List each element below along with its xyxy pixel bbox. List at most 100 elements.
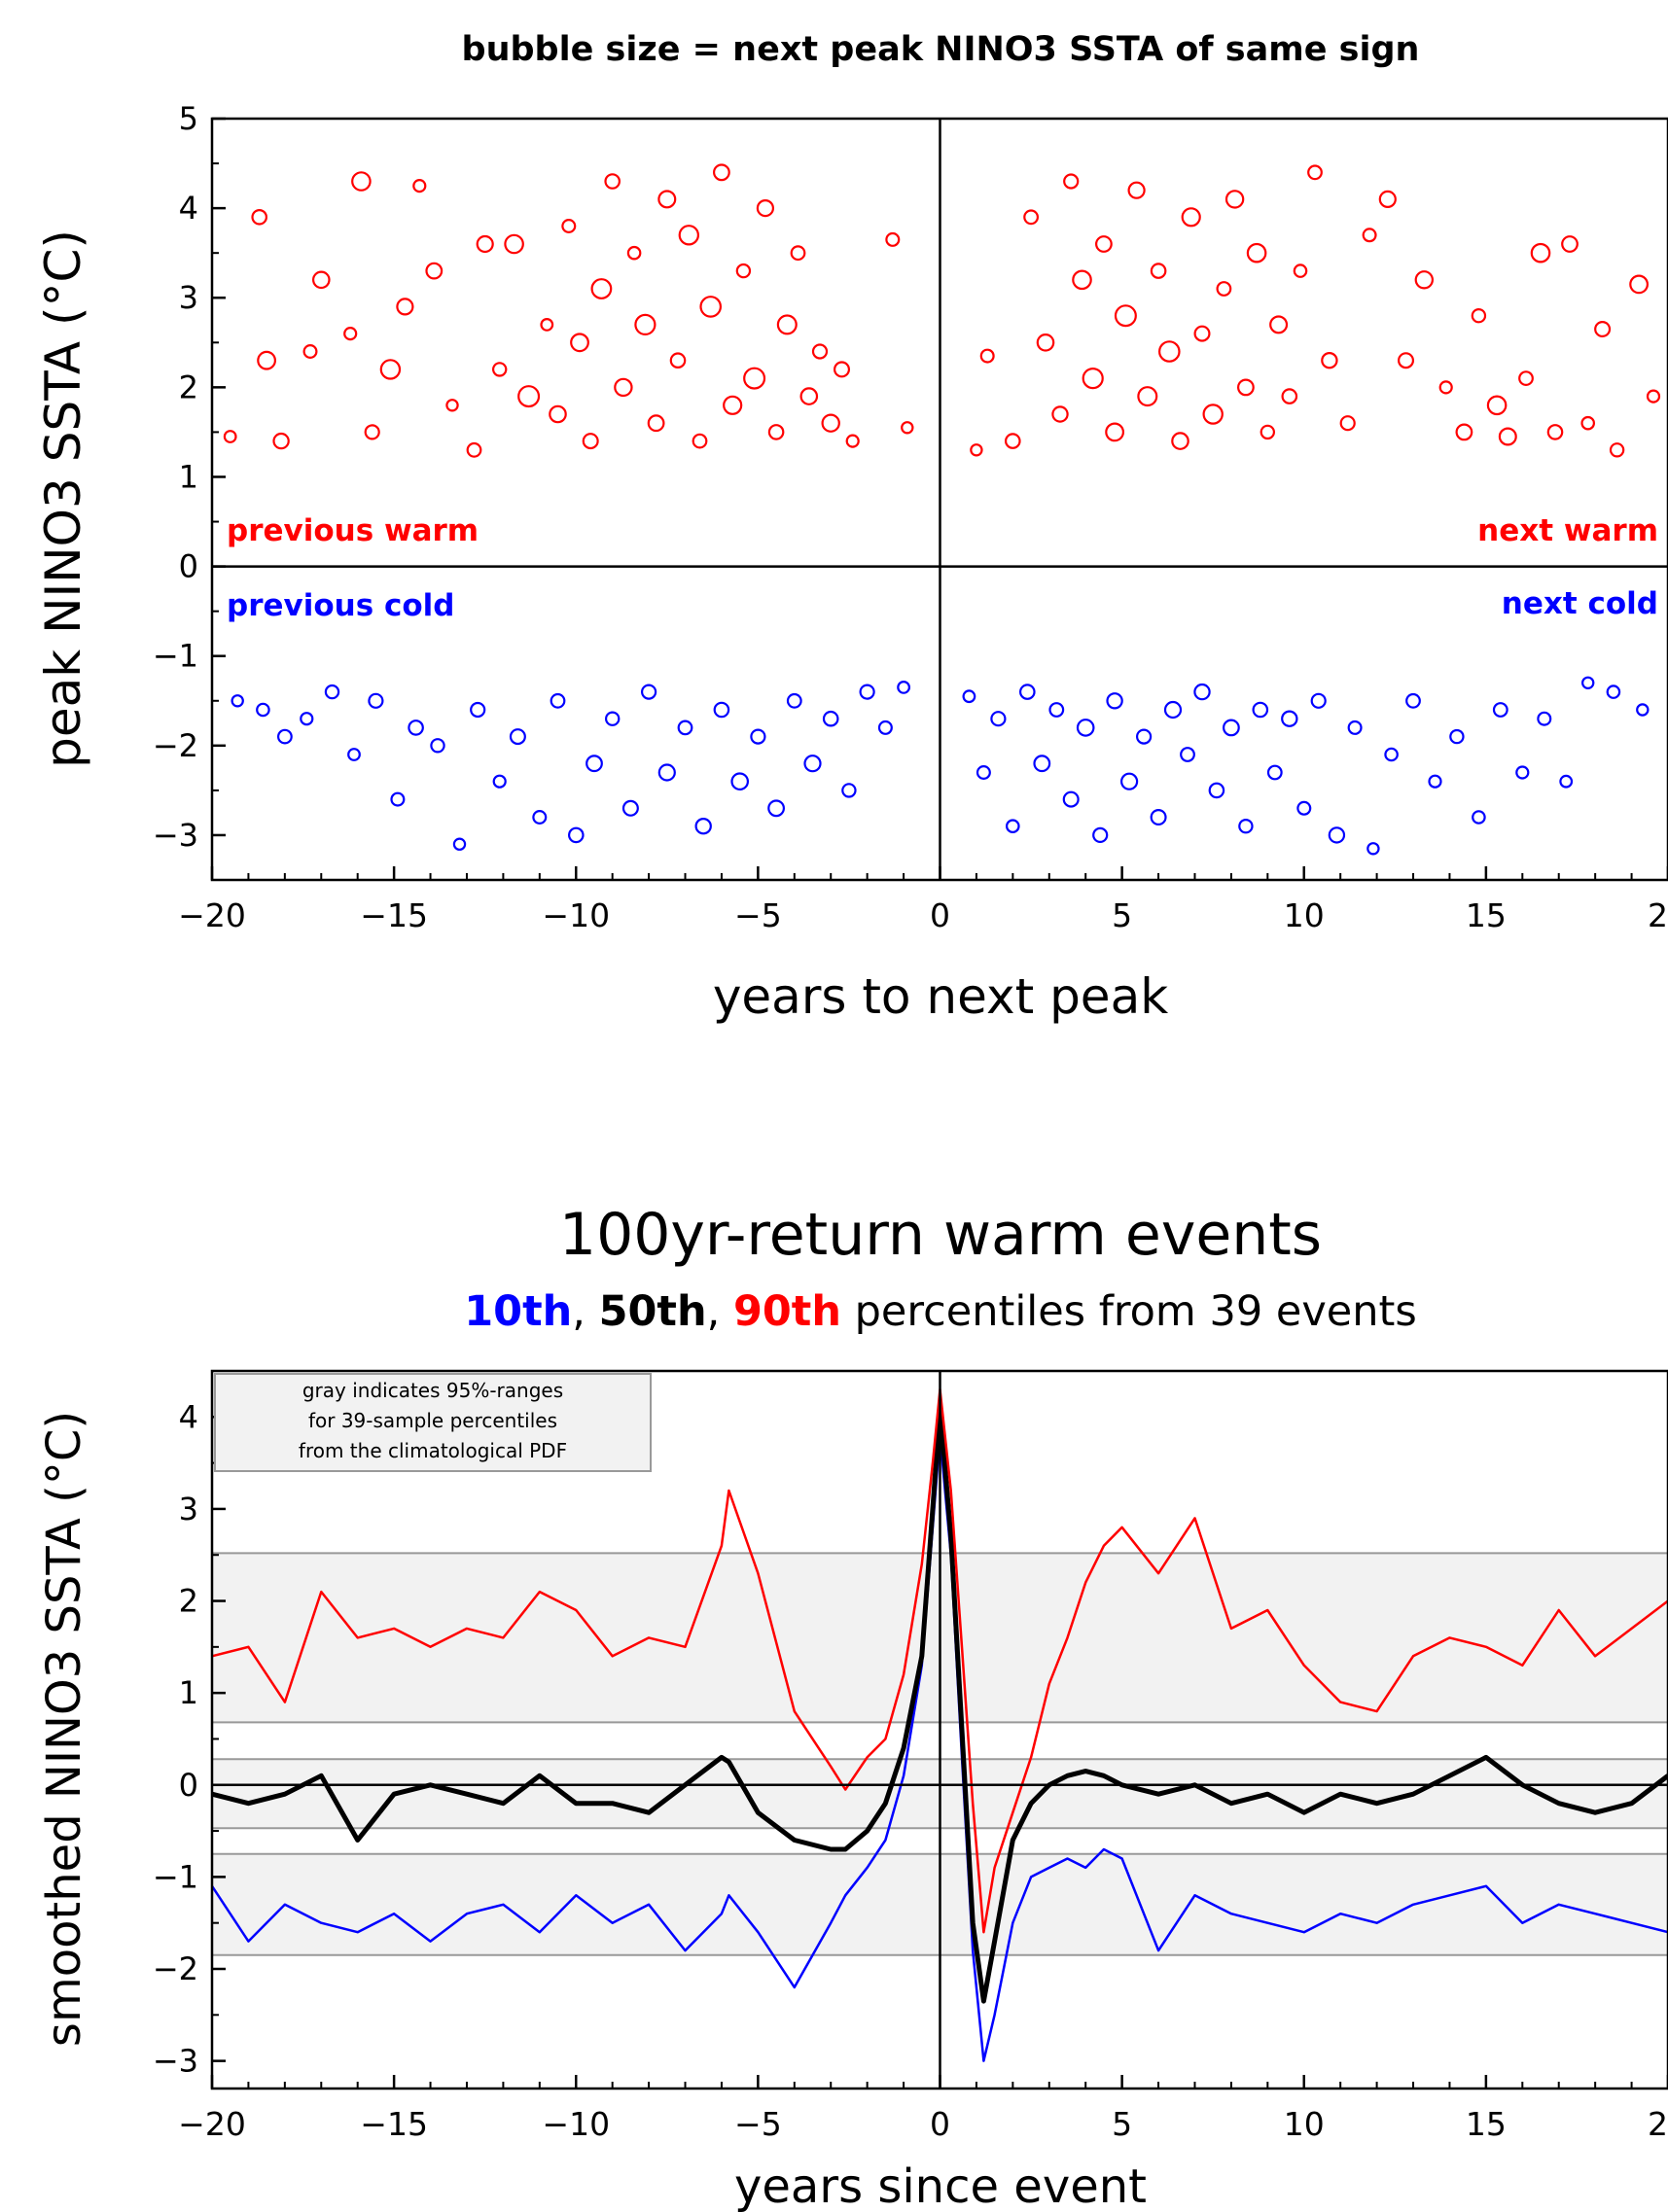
bubble-y-axis: −3 −2 −1 0 1 2 3 4 5	[153, 100, 226, 854]
bubble-point	[1530, 242, 1551, 263]
bubble-point	[445, 399, 459, 412]
line-y-tick-label: 1	[179, 1674, 198, 1711]
line-y-tick-label: −1	[153, 1858, 198, 1895]
bubble-point	[1296, 800, 1312, 816]
bubble-point	[1266, 764, 1283, 781]
bubble-point	[897, 681, 910, 694]
bubble-point	[1137, 386, 1158, 407]
bubble-point	[1580, 676, 1595, 690]
bubble-point	[549, 404, 567, 424]
subtitle-part: 10th	[464, 1287, 572, 1336]
bubble-x-tick-label: 0	[930, 896, 950, 934]
bubble-point	[1580, 415, 1595, 431]
bubble-point	[605, 711, 621, 726]
bubble-point	[1269, 315, 1289, 334]
bubble-point	[567, 826, 585, 844]
bubble-point	[476, 234, 494, 254]
bubble-point	[1378, 190, 1397, 208]
bubble-point	[1158, 340, 1181, 363]
line-y-tick-label: 3	[179, 1491, 198, 1527]
bubble-point	[1092, 826, 1109, 844]
bubble-point	[1310, 692, 1327, 709]
bubble-point	[466, 441, 482, 458]
bubble-point	[1428, 774, 1442, 789]
bubble-point	[976, 764, 991, 780]
line-chart-title: 100yr-return warm events	[559, 1201, 1322, 1269]
bubble-point	[713, 163, 730, 182]
bubble-point	[1105, 422, 1124, 442]
bubble-point	[730, 772, 749, 790]
bubble-point	[1281, 710, 1298, 727]
bubble-point	[1181, 207, 1201, 228]
bubble-point	[390, 791, 406, 807]
bubble-y-tick-label: 0	[179, 548, 198, 585]
bubble-point	[841, 783, 857, 798]
bubble-point	[1636, 703, 1650, 717]
bubble-point	[723, 395, 743, 415]
bubble-point	[1339, 415, 1356, 432]
bubble-point	[1518, 370, 1534, 387]
bubble-point	[634, 313, 657, 335]
bubble-point	[311, 270, 331, 290]
bubble-point	[990, 711, 1007, 727]
bubble-point	[799, 387, 819, 405]
bubble-point	[1063, 173, 1080, 190]
bubble-point	[302, 344, 318, 360]
bubble-point	[1559, 774, 1574, 789]
bubble-point	[614, 377, 633, 398]
bubble-point	[561, 219, 577, 234]
bubble-point	[1438, 380, 1453, 395]
bubble-point	[1119, 772, 1139, 790]
bubble-point	[586, 755, 603, 773]
subtitle-part: 90th	[733, 1287, 841, 1336]
bubble-panel: bubble size = next peak NINO3 SSTA of sa…	[35, 30, 1668, 1025]
subtitle-part: ,	[707, 1287, 733, 1336]
bubble-point	[1023, 209, 1039, 226]
bubble-point	[517, 385, 541, 408]
bubble-point	[1646, 389, 1661, 404]
bubble-y-tick-label: −1	[153, 638, 198, 675]
bubble-point	[1036, 333, 1055, 352]
bubble-point	[379, 359, 402, 380]
bubble-point	[1180, 747, 1195, 762]
bubble-point	[251, 209, 267, 226]
bubble-point	[492, 774, 507, 789]
line-y-tick-label: −2	[153, 1950, 198, 1987]
bubble-point	[425, 262, 444, 280]
bubble-point	[1094, 235, 1113, 253]
bubble-point	[1236, 378, 1255, 397]
line-x-tick-label: 10	[1284, 2105, 1325, 2143]
bubble-point	[1224, 190, 1245, 209]
bubble-point	[1048, 702, 1065, 718]
bubble-point	[1076, 719, 1095, 737]
bubble-point	[1193, 683, 1211, 701]
subtitle-part: 50th	[599, 1287, 707, 1336]
bubble-point	[1362, 228, 1377, 243]
bubble-point	[1594, 321, 1612, 338]
bubble-point	[1246, 242, 1267, 263]
bubble-point	[767, 424, 785, 440]
bubble-point	[1515, 765, 1530, 780]
bubble-point	[1208, 782, 1225, 799]
bubble-point	[324, 684, 340, 700]
bubble-x-tick-label: −20	[178, 896, 246, 934]
line-y-axis-label: smoothed NINO3 SSTA (°C)	[37, 1411, 91, 2047]
line-y-tick-label: 4	[179, 1398, 198, 1435]
bubble-point	[1293, 263, 1308, 278]
line-x-tick-label: 15	[1466, 2105, 1507, 2143]
bubble-point	[1216, 281, 1232, 297]
bubble-point	[1561, 235, 1579, 253]
bubble-point	[1238, 819, 1254, 834]
bubble-x-axis-label: years to next peak	[713, 968, 1168, 1025]
bubble-point	[1260, 424, 1276, 440]
bubble-x-tick-label: 20	[1648, 896, 1668, 934]
bubble-y-tick-label: 5	[179, 100, 198, 137]
line-y-tick-label: 2	[179, 1583, 198, 1620]
line-x-axis: −20 −15 −10 −5 0 5 10 15 20	[178, 2075, 1668, 2143]
bubble-point	[767, 799, 785, 818]
bubble-point	[1307, 164, 1323, 181]
bubble-point	[1397, 352, 1414, 369]
bubble-point	[492, 362, 508, 377]
bubble-point	[811, 343, 829, 360]
bubble-point	[1449, 728, 1465, 745]
